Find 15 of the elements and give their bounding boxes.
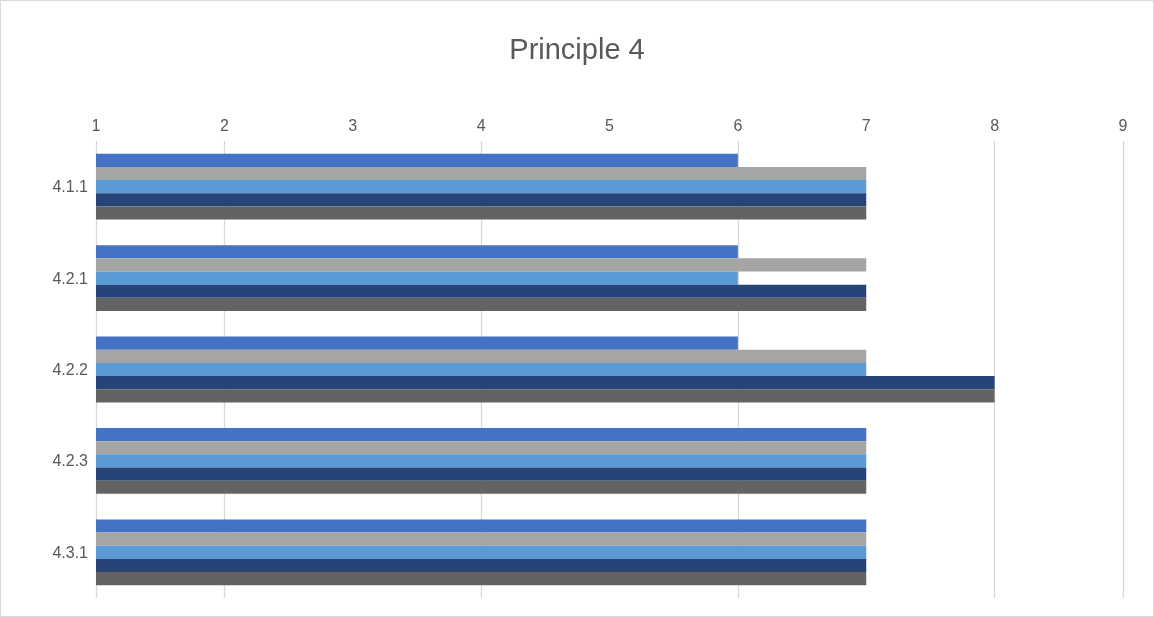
chart-title: Principle 4 (509, 32, 645, 65)
y-tick-label: 4.2.1 (52, 269, 89, 287)
y-tick-label: 4.3.1 (52, 543, 89, 561)
y-tick-label: 4.1.1 (52, 178, 89, 196)
y-tick-label: 4.2.2 (52, 361, 89, 378)
x-tick-label: 3 (348, 116, 358, 134)
x-tick-label: 2 (219, 116, 229, 134)
x-tick-label: 4 (476, 116, 486, 134)
x-tick-label: 5 (605, 116, 615, 134)
x-tick-label: 6 (733, 116, 743, 134)
y-tick-label: 4.2.3 (52, 452, 89, 470)
x-tick-label: 9 (1118, 116, 1128, 134)
x-tick-label: 8 (990, 116, 1000, 134)
x-tick-label: 7 (861, 116, 871, 134)
x-tick-label: 1 (91, 116, 101, 134)
